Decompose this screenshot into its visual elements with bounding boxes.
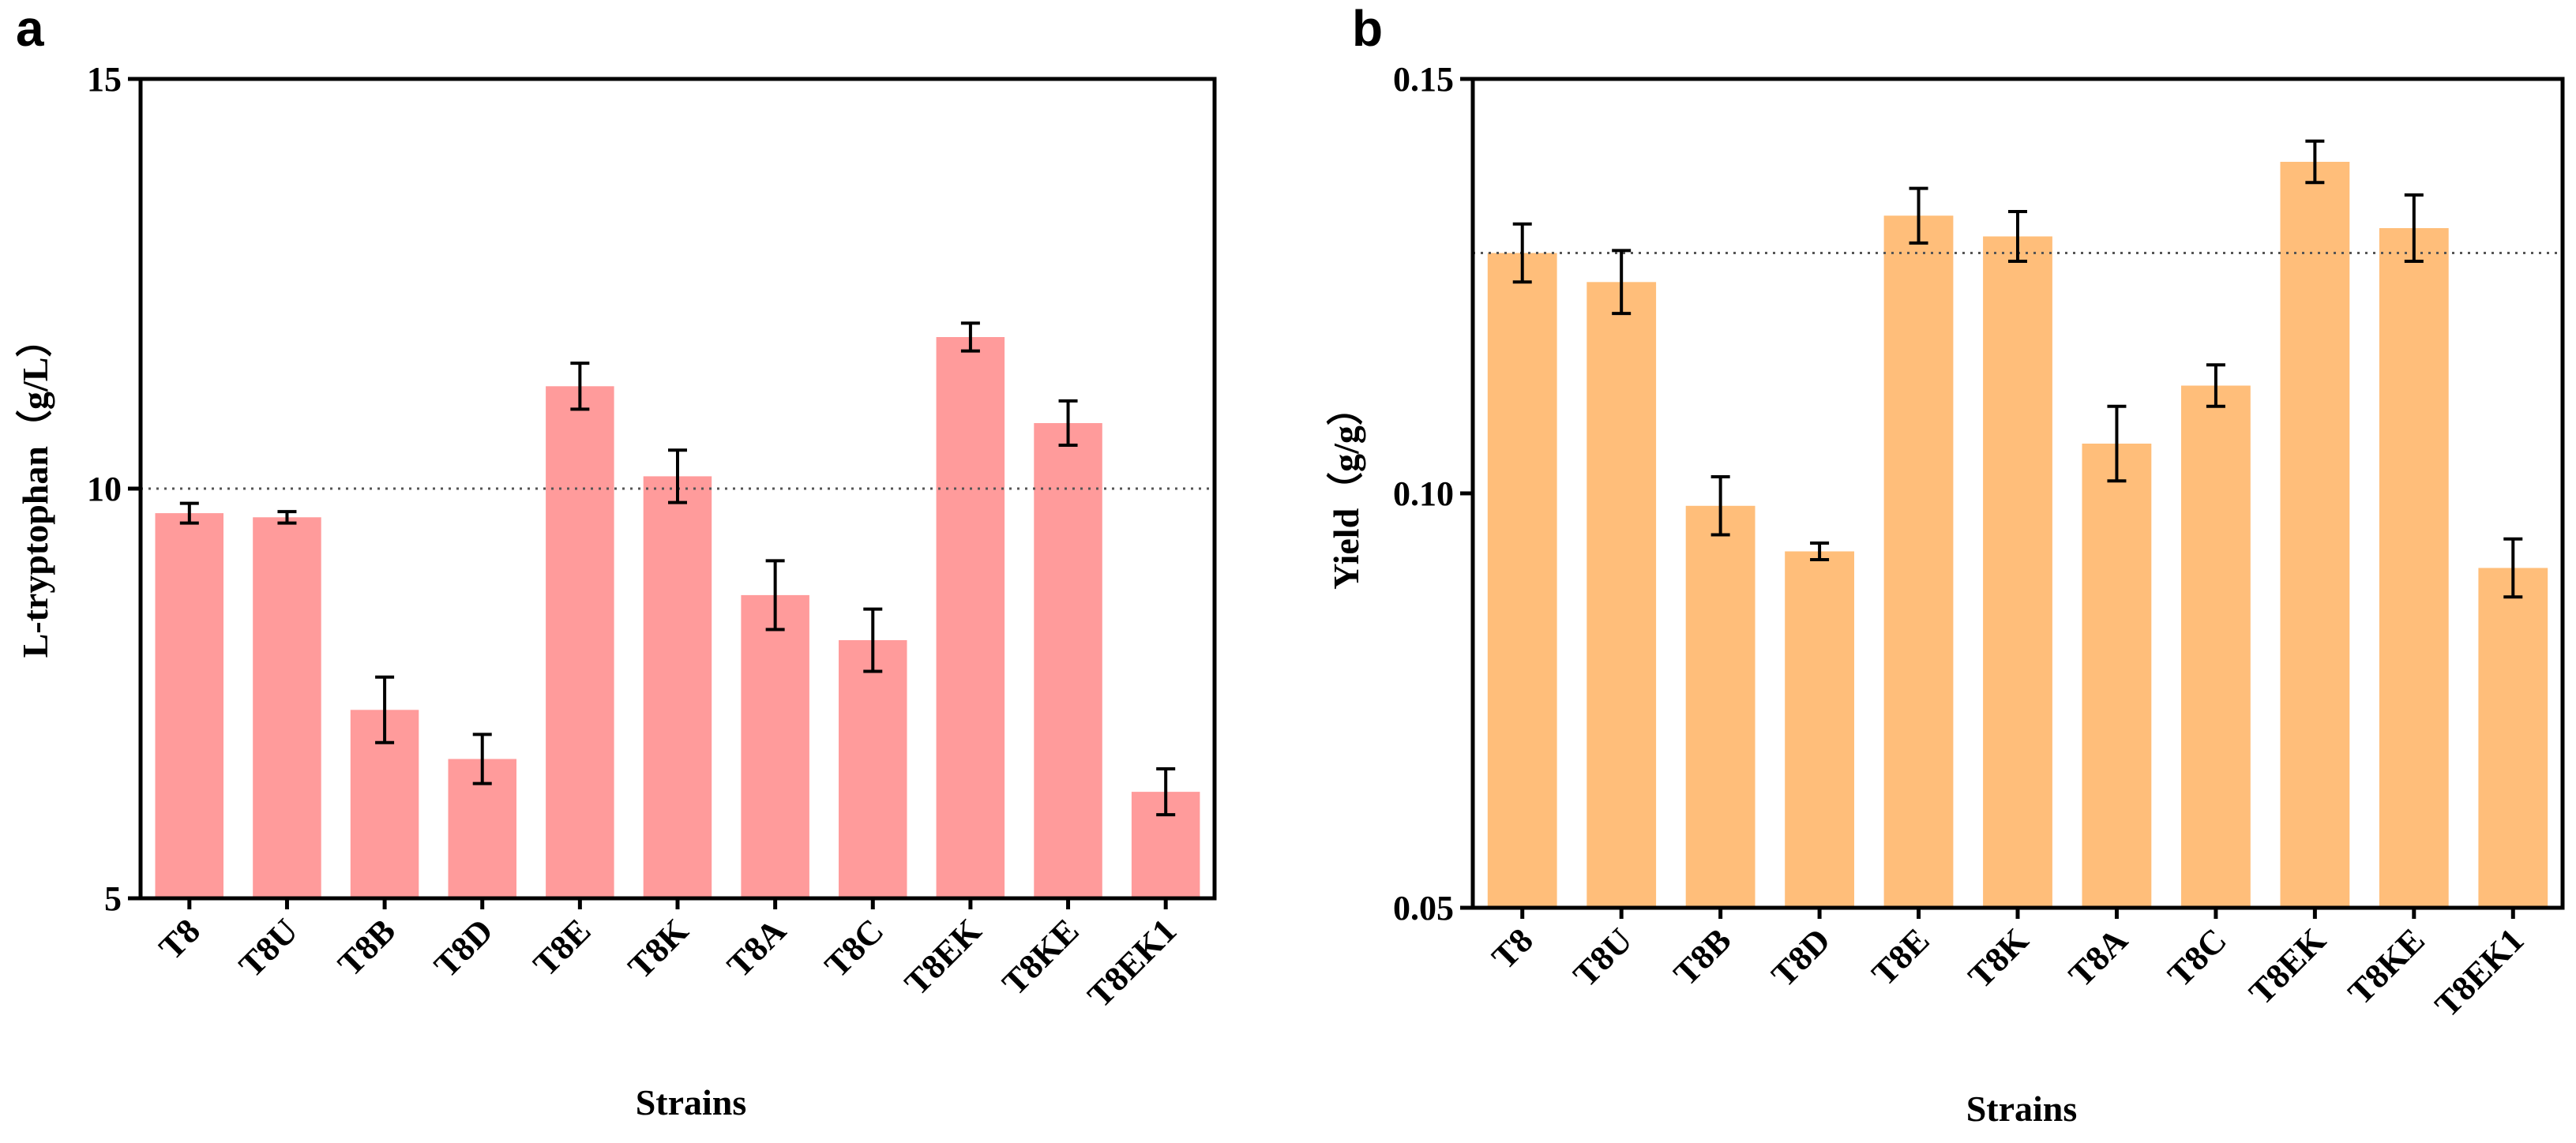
panel-a-error-bar-t8a bbox=[765, 559, 785, 631]
panel-a-x-tick-label-t8e: T8E bbox=[526, 911, 599, 984]
panel-a-error-bar-t8u bbox=[277, 510, 297, 525]
panel-b-y-tick-label: 0.15 bbox=[1393, 60, 1454, 99]
panel-a-x-tick-label-t8ke: T8KE bbox=[995, 911, 1087, 1002]
panel-b-bar-t8d bbox=[1785, 551, 1854, 908]
panel-a-x-tick-label-t8d: T8D bbox=[426, 911, 500, 984]
panel-a-error-bar-t8c bbox=[863, 607, 883, 673]
panel-b-y-tick-label: 0.05 bbox=[1393, 889, 1454, 928]
panel-a-y-tick-label: 5 bbox=[104, 879, 122, 918]
panel-a-x-tick-label-t8b: T8B bbox=[330, 911, 403, 984]
panel-a-plot-area: 5 10 15 T8 T8U T8B T8D T8E T8K T8A T8C T8EK T8KET8EK… bbox=[87, 60, 1217, 1015]
panel-b-x-tick-label-t8a: T8A bbox=[2061, 920, 2135, 995]
panel-b-x-axis-title: Strains bbox=[1966, 1089, 2078, 1129]
panel-b-x-tick-label-t8c: T8C bbox=[2161, 920, 2234, 994]
panel-b-x-tick-label-t8ek1: T8EK1 bbox=[2428, 920, 2531, 1024]
panel-a-bar-t8ke bbox=[1034, 423, 1102, 898]
panel-a-x-tick-label-t8u: T8U bbox=[231, 911, 305, 984]
panel-b-bar-t8a bbox=[2082, 444, 2152, 908]
panel-b-error-bar-t8k bbox=[2008, 210, 2027, 263]
panel-a-letter: a bbox=[16, 0, 44, 57]
panel-a: a L-tryptophan（g/L） Strains 5 10 15 T8 T8U T8… bbox=[15, 0, 1217, 1122]
panel-a-y-tick-label: 10 bbox=[87, 470, 122, 508]
panel-b-x-tick-label-t8: T8 bbox=[1485, 920, 1541, 976]
panel-a-y-axis-title: L-tryptophan（g/L） bbox=[15, 321, 55, 658]
panel-a-error-bar-t8k bbox=[668, 448, 687, 504]
panel-b-error-bar-t8ke bbox=[2404, 193, 2424, 263]
panel-a-x-tick-label-t8c: T8C bbox=[817, 911, 891, 984]
panel-a-x-tick-label-t8: T8 bbox=[152, 911, 208, 967]
panel-b-bar-t8k bbox=[1983, 236, 2052, 908]
panel-b-x-tick-label-t8b: T8B bbox=[1666, 920, 1739, 993]
panel-a-y-tick-label: 15 bbox=[87, 60, 122, 99]
panel-a-bar-t8c bbox=[839, 640, 907, 898]
panel-b-x-tick-label-t8k: T8K bbox=[1961, 920, 2036, 995]
panel-b: b Yield（g/g） Strains 0.05 0.10 0.15 T8 T8U T8… bbox=[1326, 0, 2565, 1129]
panel-b-y-tick-label: 0.10 bbox=[1393, 474, 1454, 513]
panel-a-x-axis-title: Strains bbox=[636, 1082, 747, 1122]
panel-b-bar-t8b bbox=[1685, 505, 1756, 909]
panel-a-error-bar-t8ek1 bbox=[1156, 766, 1176, 817]
panel-a-x-tick-label-t8a: T8A bbox=[719, 911, 794, 985]
panel-a-bar-t8 bbox=[155, 513, 223, 898]
panel-a-x-tick-label-t8ek: T8EK bbox=[897, 911, 989, 1002]
panel-a-error-bar-t8ek bbox=[960, 321, 980, 353]
panel-a-error-bar-t8b bbox=[375, 675, 395, 744]
panel-b-bar-t8u bbox=[1587, 282, 1657, 909]
panel-b-error-bar-t8e bbox=[1909, 186, 1928, 245]
panel-a-bar-t8k bbox=[643, 476, 712, 898]
panel-b-error-bar-t8b bbox=[1710, 475, 1730, 537]
panel-a-x-tick-label-t8k: T8K bbox=[621, 911, 696, 986]
panel-b-error-bar-t8d bbox=[1810, 542, 1830, 561]
panel-b-y-axis-title: Yield（g/g） bbox=[1326, 389, 1366, 590]
panel-a-error-bar-t8e bbox=[570, 362, 590, 411]
panel-b-error-bar-t8ek bbox=[2305, 139, 2325, 185]
panel-b-x-tick-label-t8u: T8U bbox=[1566, 920, 1639, 994]
panel-b-bar-t8ek1 bbox=[2478, 568, 2548, 908]
panel-b-x-tick-label-t8e: T8E bbox=[1864, 920, 1937, 993]
panel-b-bar-t8c bbox=[2181, 385, 2251, 908]
panel-a-x-tick-label-t8ek1: T8EK1 bbox=[1080, 911, 1184, 1014]
panel-b-error-bar-t8a bbox=[2107, 404, 2127, 483]
panel-a-error-bar-t8 bbox=[179, 501, 199, 525]
panel-b-x-tick-label-t8ke: T8KE bbox=[2341, 920, 2432, 1012]
panel-a-bar-t8ek bbox=[936, 337, 1005, 898]
panel-a-bar-t8e bbox=[546, 386, 614, 899]
panel-b-x-tick-label-t8d: T8D bbox=[1764, 920, 1838, 994]
panel-a-error-bar-t8ke bbox=[1058, 399, 1078, 447]
panel-b-x-tick-label-t8ek: T8EK bbox=[2242, 920, 2334, 1012]
panel-a-bar-t8a bbox=[741, 594, 809, 898]
panel-b-bar-t8ke bbox=[2379, 228, 2449, 908]
panel-b-letter: b bbox=[1352, 0, 1383, 57]
panel-b-error-bar-t8ek1 bbox=[2503, 537, 2523, 599]
panel-b-bar-t8 bbox=[1487, 253, 1557, 908]
panel-b-error-bar-t8 bbox=[1512, 222, 1532, 284]
panel-b-bar-t8ek bbox=[2280, 162, 2350, 908]
panel-a-error-bar-t8d bbox=[472, 733, 492, 785]
panel-b-error-bar-t8u bbox=[1612, 249, 1632, 316]
panel-a-bar-t8u bbox=[253, 517, 321, 898]
panel-b-bar-t8e bbox=[1883, 215, 1954, 908]
panel-b-error-bar-t8c bbox=[2206, 363, 2225, 408]
